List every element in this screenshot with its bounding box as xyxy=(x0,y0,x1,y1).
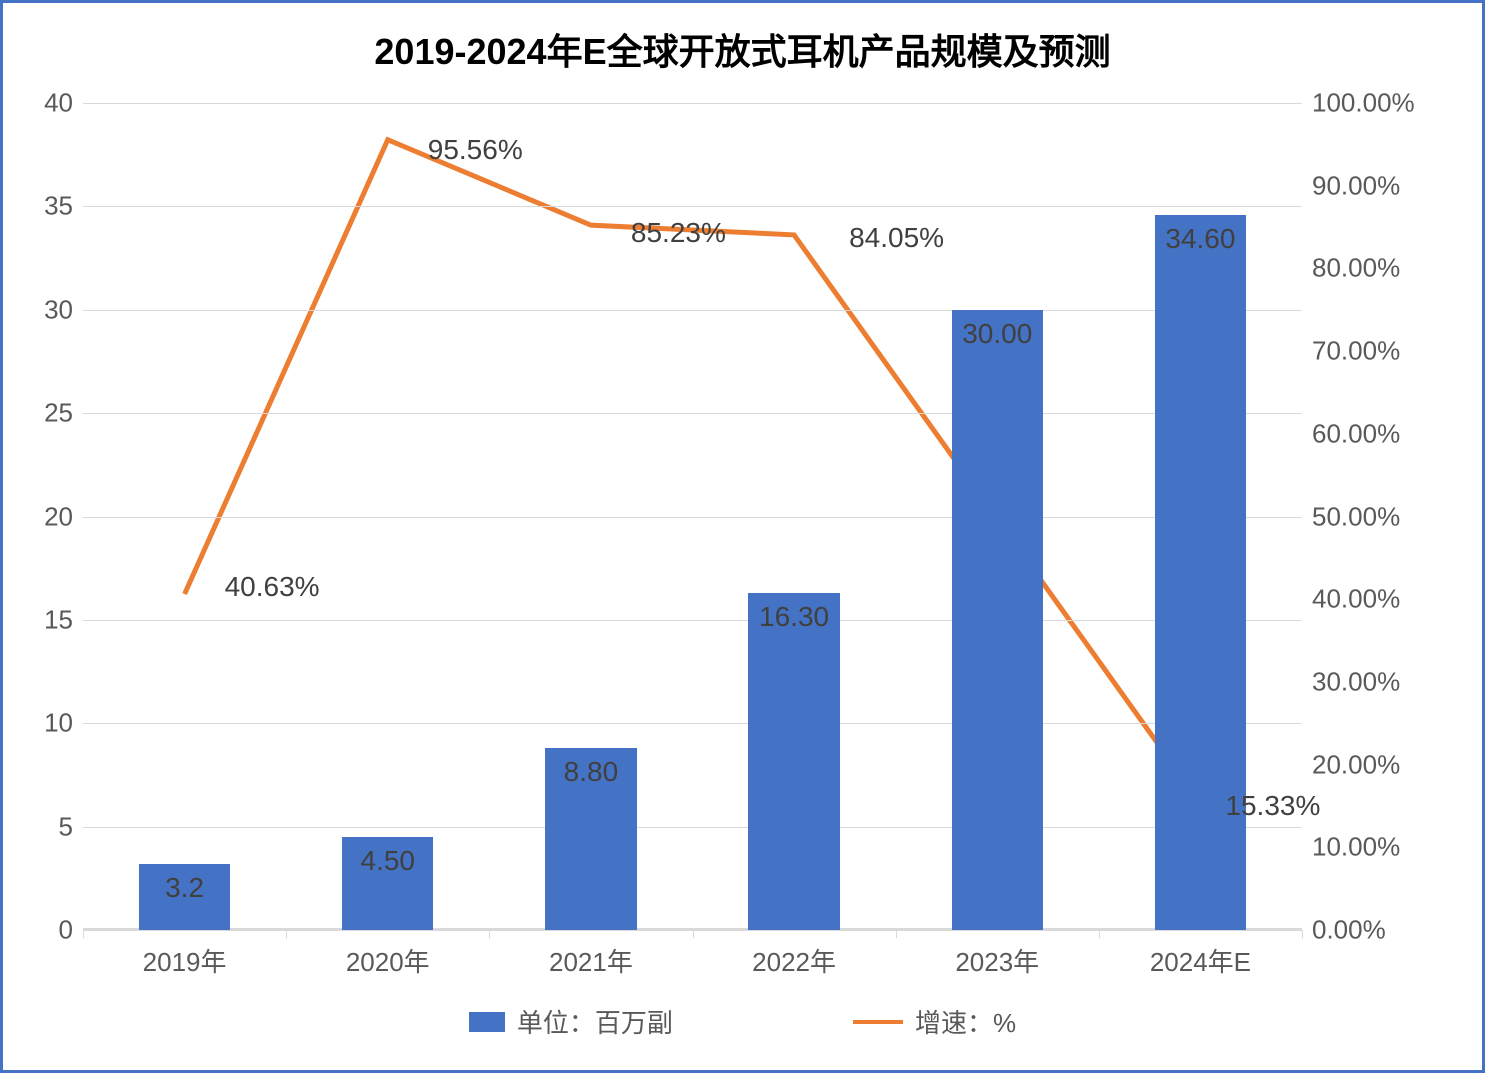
bar-value-label: 16.30 xyxy=(759,601,829,633)
y-right-tick-label: 30.00% xyxy=(1312,666,1400,697)
legend-bar-swatch xyxy=(469,1012,505,1032)
gridline xyxy=(83,827,1302,828)
gridline xyxy=(83,413,1302,414)
y-right-tick-label: 40.00% xyxy=(1312,584,1400,615)
legend: 单位：百万副 增速：% xyxy=(3,1003,1482,1040)
line-value-label: 85.23% xyxy=(631,217,726,249)
bar xyxy=(952,310,1043,930)
y-right-tick-label: 90.00% xyxy=(1312,170,1400,201)
y-left-tick-label: 30 xyxy=(44,294,73,325)
x-category-label: 2021年 xyxy=(549,942,633,979)
x-category-label: 2019年 xyxy=(143,942,227,979)
y-right-tick-label: 50.00% xyxy=(1312,501,1400,532)
chart-title: 2019-2024年E全球开放式耳机产品规模及预测 xyxy=(3,23,1482,75)
bar-value-label: 30.00 xyxy=(962,318,1032,350)
x-tick xyxy=(489,930,490,938)
chart-container: 2019-2024年E全球开放式耳机产品规模及预测 05101520253035… xyxy=(0,0,1485,1073)
x-category-label: 2024年E xyxy=(1150,942,1251,979)
legend-line-label: 增速：% xyxy=(915,1003,1016,1040)
y-left-tick-label: 25 xyxy=(44,398,73,429)
x-tick xyxy=(1099,930,1100,938)
y-left-tick-label: 40 xyxy=(44,88,73,119)
x-category-label: 2022年 xyxy=(752,942,836,979)
gridline xyxy=(83,517,1302,518)
legend-item-line: 增速：% xyxy=(853,1003,1016,1040)
x-tick xyxy=(1302,930,1303,938)
y-left-tick-label: 0 xyxy=(59,915,73,946)
gridline xyxy=(83,723,1302,724)
y-right-tick-label: 10.00% xyxy=(1312,832,1400,863)
bar-value-label: 3.2 xyxy=(165,872,204,904)
bar xyxy=(1155,215,1246,930)
legend-bar-label: 单位：百万副 xyxy=(517,1003,673,1040)
x-tick xyxy=(286,930,287,938)
line-value-label: 95.56% xyxy=(428,134,523,166)
x-tick xyxy=(693,930,694,938)
y-right-tick-label: 20.00% xyxy=(1312,749,1400,780)
line-value-label: 40.63% xyxy=(225,571,320,603)
y-right-tick-label: 60.00% xyxy=(1312,418,1400,449)
bar xyxy=(748,593,839,930)
gridline xyxy=(83,310,1302,311)
x-category-label: 2020年 xyxy=(346,942,430,979)
bar-value-label: 8.80 xyxy=(564,756,619,788)
legend-line-swatch xyxy=(853,1020,903,1024)
legend-item-bar: 单位：百万副 xyxy=(469,1003,673,1040)
y-right-tick-label: 80.00% xyxy=(1312,253,1400,284)
gridline xyxy=(83,103,1302,104)
plot-area: 05101520253035400.00%10.00%20.00%30.00%4… xyxy=(83,103,1302,930)
bar-value-label: 34.60 xyxy=(1165,223,1235,255)
line-value-label: 84.05% xyxy=(849,222,944,254)
y-left-tick-label: 20 xyxy=(44,501,73,532)
line-value-label: 15.33% xyxy=(1225,790,1320,822)
y-right-tick-label: 70.00% xyxy=(1312,336,1400,367)
y-left-tick-label: 10 xyxy=(44,708,73,739)
x-tick xyxy=(896,930,897,938)
y-right-tick-label: 0.00% xyxy=(1312,915,1386,946)
x-category-label: 2023年 xyxy=(955,942,1039,979)
y-left-tick-label: 5 xyxy=(59,811,73,842)
gridline xyxy=(83,620,1302,621)
y-right-tick-label: 100.00% xyxy=(1312,88,1415,119)
y-left-tick-label: 35 xyxy=(44,191,73,222)
bar-value-label: 4.50 xyxy=(361,845,416,877)
x-tick xyxy=(83,930,84,938)
y-left-tick-label: 15 xyxy=(44,604,73,635)
gridline xyxy=(83,206,1302,207)
